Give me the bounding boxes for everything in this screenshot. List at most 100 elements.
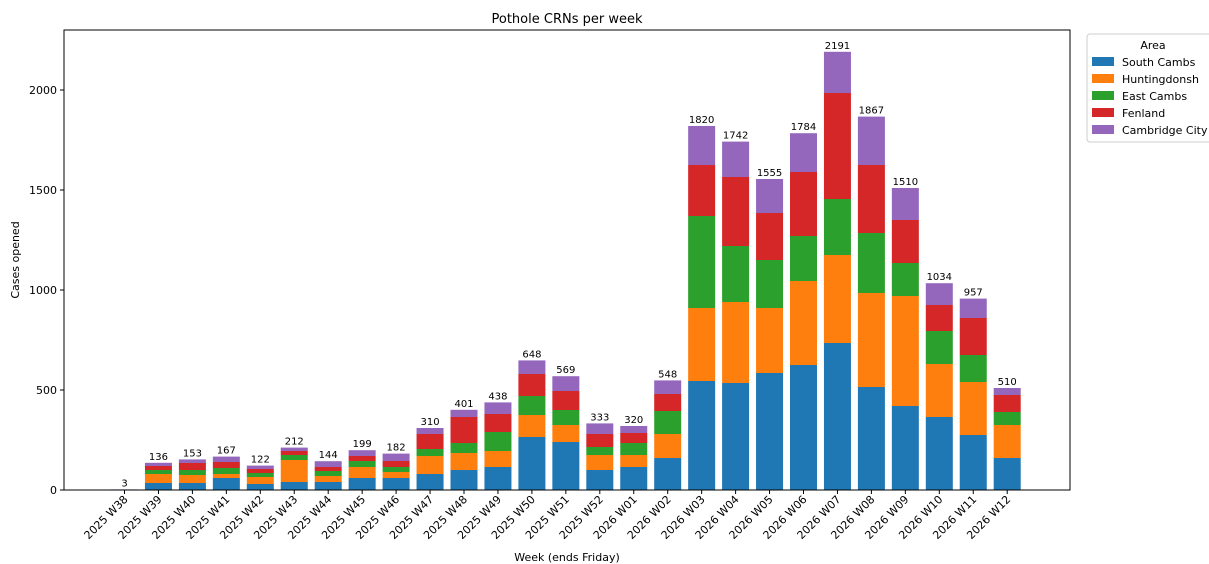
bar-segment (620, 443, 648, 455)
y-axis-label: Cases opened (9, 221, 22, 298)
legend: Area South Cambs Huntingdonsh East Cambs Fe… (1086, 33, 1209, 143)
bar-segment (450, 443, 478, 453)
bar-segment (891, 188, 919, 220)
bar-segment (348, 478, 376, 490)
bar-total-label: 569 (556, 365, 575, 376)
bar-total-label: 136 (149, 452, 168, 463)
bar-segment (586, 423, 614, 434)
bar-segment (280, 482, 308, 490)
bar-segment (925, 417, 953, 490)
bar-segment (722, 246, 750, 302)
bar-segment (586, 434, 614, 447)
legend-label: Cambridge City (1122, 124, 1208, 137)
bar-segment (144, 483, 172, 490)
bar-segment (823, 255, 851, 343)
bar-segment (518, 360, 546, 374)
bar-segment (212, 456, 240, 462)
bar-segment (993, 425, 1021, 458)
bar-segment (993, 388, 1021, 395)
bar-total-label: 1867 (859, 106, 884, 117)
bar-segment (416, 428, 444, 434)
bar-segment (790, 281, 817, 365)
legend-swatch (1092, 91, 1114, 100)
bar-segment (722, 302, 750, 383)
legend-swatch (1092, 57, 1114, 66)
bar-segment (925, 283, 953, 305)
bar-segment (620, 426, 648, 433)
bar-segment (688, 308, 716, 381)
bar-total-label: 199 (353, 439, 372, 450)
bar-segment (552, 391, 580, 410)
bar-segment (620, 467, 648, 490)
bar-total-label: 144 (319, 450, 338, 461)
bar-segment (620, 455, 648, 467)
bar-segment (382, 453, 410, 461)
bar-segment (688, 216, 716, 308)
bar-segment (416, 434, 444, 449)
bar-segment (382, 478, 410, 490)
legend-label: Fenland (1122, 107, 1165, 120)
bar-segment (959, 435, 987, 490)
bar-segment (891, 220, 919, 263)
bar-segment (178, 475, 206, 483)
bar-segment (857, 293, 885, 387)
bar-segment (756, 179, 784, 213)
bar-segment (891, 263, 919, 296)
bar-segment (959, 318, 987, 355)
bar-total-label: 320 (624, 415, 643, 426)
bar-total-label: 438 (488, 391, 507, 402)
bar-segment (891, 406, 919, 490)
bar-segment (518, 415, 546, 437)
bar-segment (246, 484, 274, 490)
bar-total-label: 2191 (825, 41, 850, 52)
bar-segment (348, 456, 376, 461)
legend-label: Huntingdonsh (1122, 73, 1199, 86)
bar-total-label: 510 (998, 377, 1017, 388)
bar-segment (654, 411, 682, 434)
y-tick-label: 0 (50, 484, 57, 497)
bar-segment (246, 477, 274, 484)
bar-total-label: 212 (285, 437, 304, 448)
x-axis-label: Week (ends Friday) (514, 551, 620, 564)
bar-segment (450, 453, 478, 470)
y-tick-label: 1000 (29, 284, 57, 297)
bar-segment (450, 409, 478, 417)
bar-segment (518, 396, 546, 415)
bar-segment (654, 380, 682, 394)
bar-total-label: 957 (964, 288, 983, 299)
bar-segment (790, 365, 817, 490)
bar-segment (959, 382, 987, 435)
legend-label: East Cambs (1122, 90, 1187, 103)
bar-segment (178, 463, 206, 470)
bar-segment (450, 470, 478, 490)
bar-segment (688, 126, 716, 165)
bar-segment (348, 461, 376, 467)
y-tick-label: 2000 (29, 84, 57, 97)
bar-segment (144, 466, 172, 470)
bar-total-label: 1510 (893, 177, 918, 188)
bar-segment (823, 343, 851, 490)
bar-segment (857, 233, 885, 293)
legend-label: South Cambs (1122, 56, 1196, 69)
bar-segment (314, 482, 342, 490)
bar-segment (823, 199, 851, 255)
bar-segment (620, 433, 648, 443)
y-axis: 0 500 1000 1500 2000 (29, 84, 64, 497)
bar-total-label: 153 (183, 448, 202, 459)
bar-segment (857, 387, 885, 490)
bar-segment (212, 478, 240, 490)
bar-segment (348, 450, 376, 456)
plot-frame (63, 29, 1071, 491)
bar-segment (144, 462, 172, 466)
bar-total-label: 648 (522, 349, 541, 360)
bar-segment (246, 469, 274, 473)
bar-total-label: 1742 (723, 131, 748, 142)
legend-items: South Cambs Huntingdonsh East Cambs Fenland… (1092, 56, 1208, 137)
bar-total-label: 1820 (689, 115, 714, 126)
bar-segment (518, 374, 546, 396)
bar-segment (756, 373, 784, 490)
bar-segment (552, 442, 580, 490)
y-tick-label: 1500 (29, 184, 57, 197)
bar-segment (552, 425, 580, 442)
